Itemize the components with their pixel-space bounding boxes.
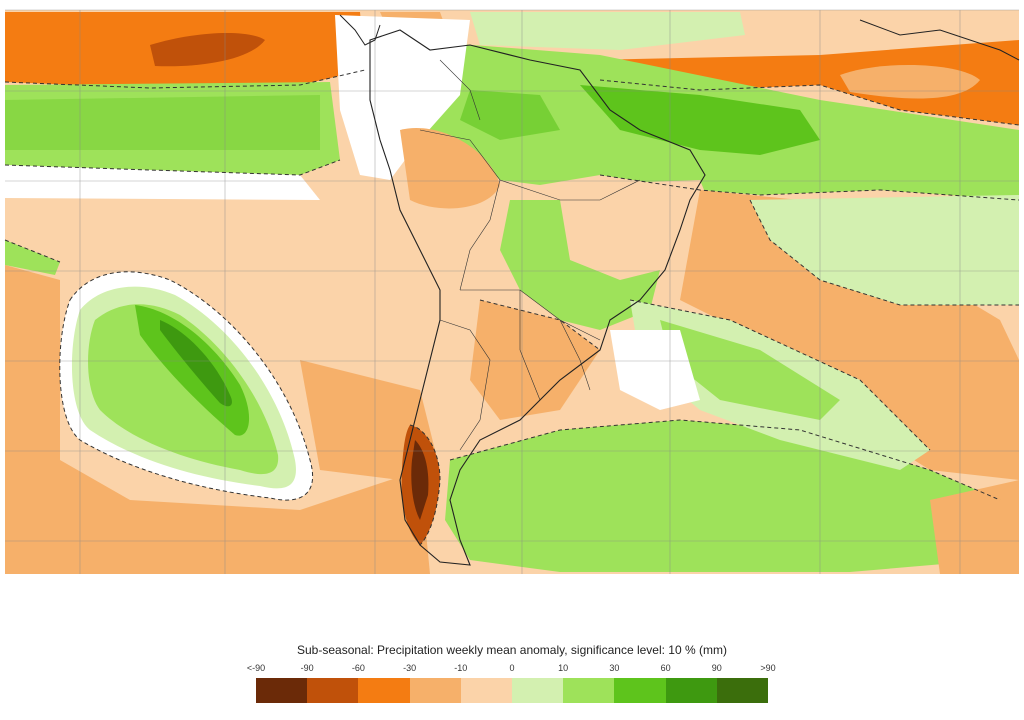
anomaly-region-southern-brazil-positive (500, 200, 660, 330)
anomaly-region-equatorial-pacific-positive (5, 82, 340, 175)
central-america-coastline (339, 14, 381, 46)
anomaly-region-south-atlantic-negative (680, 190, 1019, 480)
legend-tick-label: <-90 (246, 663, 266, 673)
legend-swatch (614, 678, 666, 703)
legend-tick-label: 60 (660, 663, 671, 673)
legend-swatch (512, 678, 564, 703)
graticule (5, 9, 1019, 574)
legend-swatch (358, 678, 410, 703)
anomaly-region-northern-argentina-negative (470, 300, 600, 420)
legend-swatch (716, 678, 769, 703)
legend-tick-label: -30 (403, 663, 417, 673)
legend-swatch (665, 678, 717, 703)
significance-contours (4, 69, 1020, 546)
anomaly-region-central-brazil (560, 180, 720, 280)
legend-tick-label: 10 (558, 663, 569, 673)
legend-tick-label: >90 (760, 663, 776, 673)
africa-coastline (859, 19, 1020, 61)
south-america-coastline (369, 29, 706, 566)
country-borders (419, 59, 641, 451)
legend-title: Sub-seasonal: Precipitation weekly mean … (297, 643, 727, 657)
anomaly-region-amazon-strong-positive (580, 85, 820, 155)
legend-swatch (460, 678, 513, 703)
anomaly-region-southeast-pacific-positive (88, 304, 279, 475)
anomaly-region-tropical-atlantic-negative (590, 40, 1019, 125)
legend-tick-label: -60 (351, 663, 365, 673)
legend-tick-label: -90 (300, 663, 314, 673)
legend-tick-label: 90 (711, 663, 722, 673)
legend-tick-label: 0 (509, 663, 515, 673)
anomaly-region-south-pacific-negative (5, 265, 430, 574)
anomaly-map (4, 9, 1020, 574)
legend-tick-label: 30 (609, 663, 620, 673)
legend-color-bar (256, 678, 769, 703)
map-panel (4, 9, 1020, 574)
legend-swatch (409, 678, 461, 703)
anomaly-region-andes-negative (400, 128, 500, 209)
legend-swatch (307, 678, 359, 703)
anomaly-region-north-strong-negative (150, 33, 265, 67)
legend-swatch (256, 678, 308, 703)
legend-ticks: <-90 -90 -60 -30 -10 0 10 30 60 90 >90 (0, 663, 1024, 677)
legend-swatch (563, 678, 615, 703)
legend-tick-label: -10 (454, 663, 468, 673)
